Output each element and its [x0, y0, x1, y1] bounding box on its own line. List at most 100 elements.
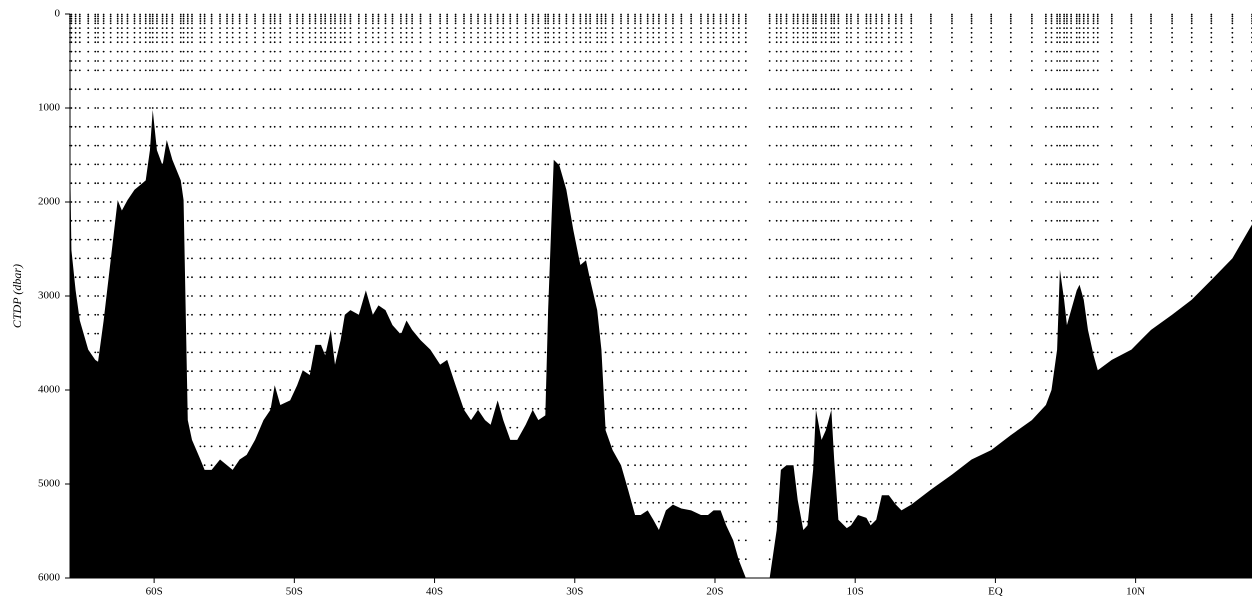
sample-dot: [516, 50, 519, 53]
sample-dot: [579, 36, 582, 39]
sample-dot: [869, 201, 872, 203]
sample-dot: [802, 313, 805, 316]
sample-dot: [262, 389, 265, 391]
sample-dot: [600, 201, 603, 203]
sample-dot: [357, 257, 360, 260]
sample-dot: [652, 182, 655, 185]
sample-dot: [320, 313, 322, 316]
sample-dot: [1110, 313, 1113, 316]
sample-dot: [600, 36, 603, 39]
sample-dot: [596, 295, 599, 297]
sample-dot: [400, 201, 402, 203]
sample-dot: [690, 445, 693, 448]
sample-dot: [634, 238, 636, 241]
sample-dot: [589, 125, 592, 128]
sample-dot: [139, 69, 142, 72]
sample-dot: [1070, 125, 1073, 128]
sample-dot: [792, 144, 795, 147]
sample-dot: [1231, 60, 1234, 62]
sample-dot: [334, 238, 336, 241]
sample-dot: [865, 201, 868, 203]
sample-dot: [199, 426, 202, 429]
sample-dot: [820, 257, 823, 260]
sample-dot: [509, 31, 512, 34]
sample-dot: [910, 389, 913, 391]
sample-dot: [652, 483, 655, 485]
sample-dot: [820, 50, 823, 53]
sample-dot: [1009, 31, 1012, 34]
sample-dot: [320, 219, 322, 222]
sample-dot: [785, 88, 788, 91]
sample-dot: [990, 27, 993, 29]
sample-dot: [802, 31, 805, 34]
sample-dot: [502, 17, 505, 20]
sample-dot: [186, 295, 189, 297]
sample-dot: [824, 13, 827, 16]
sample-dot: [245, 88, 248, 91]
sample-dot: [238, 182, 241, 185]
sample-dot: [970, 27, 973, 29]
sample-dot: [850, 313, 852, 316]
sample-dot: [78, 31, 81, 34]
sample-dot: [680, 182, 683, 185]
sample-dot: [384, 36, 387, 39]
sample-dot: [665, 182, 667, 185]
sample-dot: [161, 107, 164, 109]
sample-dot: [680, 370, 683, 373]
sample-dot: [589, 238, 592, 241]
sample-dot: [796, 370, 799, 373]
sample-dot: [744, 520, 747, 523]
sample-dot: [990, 351, 993, 354]
sample-dot: [951, 125, 953, 128]
sample-dot: [792, 219, 795, 222]
sample-dot: [308, 107, 311, 109]
sample-dot: [833, 201, 836, 203]
sample-dot: [875, 163, 878, 166]
sample-dot: [531, 238, 534, 241]
sample-dot: [165, 107, 168, 109]
sample-dot: [792, 69, 795, 72]
sample-dot: [785, 163, 788, 166]
sample-dot: [604, 351, 607, 354]
sample-dot: [139, 125, 142, 128]
sample-dot: [596, 257, 599, 260]
sample-dot: [94, 219, 97, 222]
sample-dot: [191, 125, 193, 128]
sample-dot: [116, 15, 119, 18]
x-tick-label: 50S: [286, 586, 303, 598]
sample-dot: [463, 50, 465, 53]
sample-dot: [1070, 31, 1073, 34]
sample-dot: [812, 257, 815, 260]
sample-dot: [707, 15, 709, 18]
sample-dot: [1231, 144, 1234, 147]
sample-dot: [516, 219, 519, 222]
sample-dot: [308, 351, 311, 354]
sample-dot: [262, 69, 265, 72]
sample-dot: [857, 370, 859, 373]
sample-dot: [627, 107, 629, 109]
sample-dot: [273, 88, 276, 91]
sample-dot: [737, 313, 740, 316]
sample-dot: [1110, 88, 1113, 91]
sample-dot: [690, 31, 693, 34]
sample-dot: [199, 257, 202, 260]
sample-dot: [620, 295, 622, 297]
sample-dot: [245, 17, 248, 20]
sample-dot: [78, 182, 81, 185]
sample-dot: [646, 60, 649, 62]
sample-dot: [320, 238, 322, 241]
sample-dot: [384, 41, 387, 44]
sample-dot: [990, 332, 993, 335]
sample-dot: [133, 17, 136, 20]
sample-dot: [990, 31, 993, 34]
sample-dot: [565, 125, 568, 128]
sample-dot: [646, 41, 649, 44]
sample-dot: [611, 88, 614, 91]
sample-dot: [611, 144, 614, 147]
sample-dot: [544, 238, 547, 241]
sample-dot: [970, 107, 973, 109]
sample-dot: [737, 445, 740, 448]
sample-dot: [970, 17, 973, 20]
sample-dot: [596, 163, 599, 166]
sample-dot: [732, 20, 735, 22]
